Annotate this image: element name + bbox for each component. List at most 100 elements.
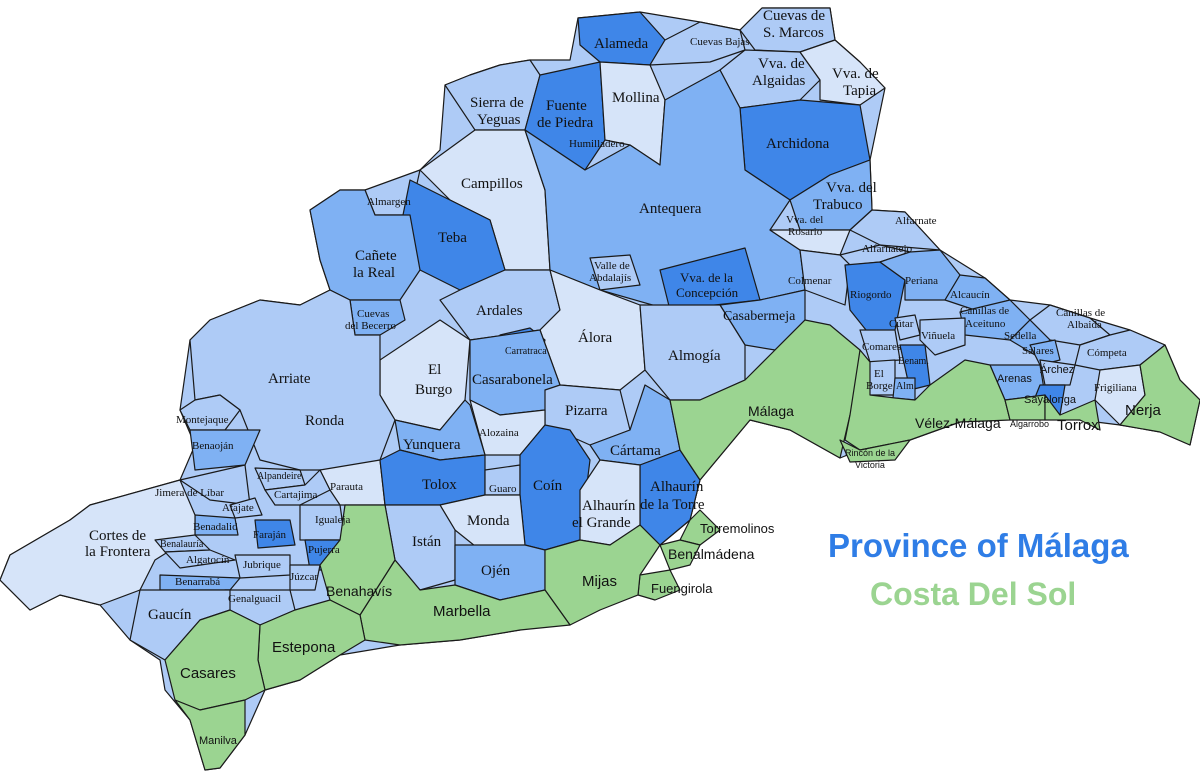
coast-benahavis bbox=[319, 504, 396, 616]
label-archez: Árchez bbox=[1040, 363, 1074, 376]
label-almachar: Alm. bbox=[896, 381, 916, 392]
label-estepona: Estepona bbox=[272, 639, 336, 656]
label-benadalid: Benadalid bbox=[193, 521, 238, 533]
label-cuevas-bajas: Cuevas Bajas bbox=[690, 36, 750, 48]
region-alfarnate bbox=[849, 209, 941, 251]
label-marbella: Marbella bbox=[433, 603, 491, 620]
label-manilva: Manilva bbox=[199, 735, 238, 747]
label-pujerra: Pujerra bbox=[308, 544, 340, 556]
label-cartajima: Cartajima bbox=[274, 489, 317, 501]
label-casarabonela: Casarabonela bbox=[472, 372, 553, 388]
region-alcaucin bbox=[944, 274, 1011, 311]
label-torremolinos: Torremolinos bbox=[700, 521, 775, 536]
label-frigiliana: Frigiliana bbox=[1094, 382, 1137, 394]
label-algarrobo: Algarrobo bbox=[1010, 419, 1049, 429]
label-benaojan: Benaoján bbox=[192, 440, 234, 452]
label-mijas: Mijas bbox=[582, 573, 617, 590]
label-tapia-2: Tapia bbox=[843, 83, 876, 99]
region-atajate bbox=[229, 497, 263, 519]
label-velez: Vélez-Málaga bbox=[915, 415, 1001, 431]
label-rosario-1: Vva. del bbox=[786, 214, 823, 226]
label-el-borge-2: Borge bbox=[866, 380, 893, 392]
region-comares bbox=[859, 329, 901, 363]
label-colmenar: Colmenar bbox=[788, 275, 832, 287]
label-almargen: Almargen bbox=[367, 196, 411, 208]
region-salares bbox=[1029, 339, 1061, 366]
label-algaidas-1: Vva. de bbox=[758, 56, 805, 72]
label-canillas-aceituno-1: Canillas de bbox=[960, 305, 1009, 317]
region-valle-abdalajis bbox=[589, 254, 641, 291]
label-montejaque: Montejaque bbox=[176, 414, 229, 426]
label-arriate: Arriate bbox=[268, 371, 311, 387]
label-fuengirola: Fuengirola bbox=[651, 581, 713, 596]
label-canillas-albaida-1: Canillas de bbox=[1056, 307, 1105, 319]
label-alhaurin-torre-1: Alhaurín bbox=[650, 479, 704, 495]
label-periana: Periana bbox=[905, 275, 938, 287]
coast-benalmadena bbox=[659, 539, 701, 571]
label-malaga: Málaga bbox=[748, 403, 794, 419]
label-alfarnate: Alfarnate bbox=[895, 215, 937, 227]
label-cuevas-becerro-1: Cuevas bbox=[357, 308, 389, 320]
label-alfarnatejo: Alfarnatejo bbox=[862, 243, 913, 255]
label-sedella: Sedella bbox=[1004, 330, 1036, 342]
region-vva-tapia bbox=[799, 39, 886, 106]
label-cortes-2: la Frontera bbox=[85, 544, 151, 560]
label-rincon-2: Victoria bbox=[855, 460, 885, 470]
label-farajan: Faraján bbox=[253, 529, 286, 541]
region-vva-rosario bbox=[769, 229, 851, 256]
coast-nerja bbox=[1119, 344, 1200, 446]
region-cartajima bbox=[264, 469, 331, 506]
label-concepcion-2: Concepción bbox=[676, 285, 739, 300]
label-competa: Cómpeta bbox=[1087, 347, 1127, 359]
label-genalguacil: Genalguacil bbox=[228, 593, 281, 605]
label-valle-1: Valle de bbox=[594, 260, 630, 272]
label-alcaucin: Alcaucín bbox=[950, 289, 990, 301]
label-canillas-albaida-2: Albaida bbox=[1067, 319, 1102, 331]
label-cartama: Cártama bbox=[610, 443, 661, 459]
label-istan: Istán bbox=[412, 534, 442, 550]
label-benalmadena: Benalmádena bbox=[668, 546, 755, 562]
label-trabuco-1: Vva. del bbox=[826, 180, 877, 196]
legend-subtitle: Costa Del Sol bbox=[870, 576, 1077, 612]
label-alpandeire: Alpandeire bbox=[257, 471, 302, 482]
label-casabermeja: Casabermeja bbox=[723, 309, 796, 324]
label-vinuela: Viñuela bbox=[921, 330, 955, 342]
label-casares: Casares bbox=[180, 665, 236, 682]
region-archez bbox=[1039, 359, 1076, 386]
coast-manilva bbox=[174, 699, 246, 771]
label-coin: Coín bbox=[533, 478, 563, 494]
label-ardales: Ardales bbox=[476, 303, 523, 319]
label-cuevas-smarcos-1: Cuevas de bbox=[763, 8, 825, 24]
label-alhaurin-grande-1: Alhaurín bbox=[582, 498, 636, 514]
label-alhaurin-torre-2: de la Torre bbox=[640, 497, 705, 513]
region-vinuela bbox=[919, 317, 966, 356]
label-benamargosa: Benam. bbox=[898, 356, 929, 367]
label-el-burgo-2: Burgo bbox=[415, 382, 452, 398]
label-concepcion-1: Vva. de la bbox=[680, 270, 733, 285]
region-canete bbox=[309, 189, 421, 301]
label-el-burgo-1: El bbox=[428, 362, 441, 378]
label-guaro: Guaro bbox=[489, 483, 517, 495]
label-pizarra: Pizarra bbox=[565, 403, 608, 419]
label-carratraca: Carratraca bbox=[505, 346, 547, 357]
label-algatocin: Algatocín bbox=[186, 554, 230, 566]
label-benahavis: Benahavís bbox=[326, 583, 392, 599]
coast-torremolinos bbox=[679, 509, 721, 546]
label-teba: Teba bbox=[438, 230, 467, 246]
label-benalauria: Benalauría bbox=[160, 539, 204, 550]
coast-velez bbox=[844, 349, 1011, 451]
label-salares: Salares bbox=[1022, 345, 1054, 357]
label-el-borge-1: El bbox=[874, 368, 884, 380]
label-juzcar: Júzcar bbox=[290, 571, 318, 583]
region-benaojan bbox=[189, 429, 261, 471]
coast-rincon bbox=[839, 439, 911, 463]
label-rincon-1: Rincón de la bbox=[845, 448, 895, 458]
label-tolox: Tolox bbox=[422, 477, 457, 493]
label-parauta: Parauta bbox=[330, 481, 363, 493]
label-igualeja: Igualeja bbox=[315, 514, 351, 526]
label-tapia-1: Vva. de bbox=[832, 66, 879, 82]
region-algatocin bbox=[164, 549, 236, 569]
label-humilladero: Humilladero bbox=[569, 138, 625, 150]
region-juzcar bbox=[289, 564, 321, 591]
